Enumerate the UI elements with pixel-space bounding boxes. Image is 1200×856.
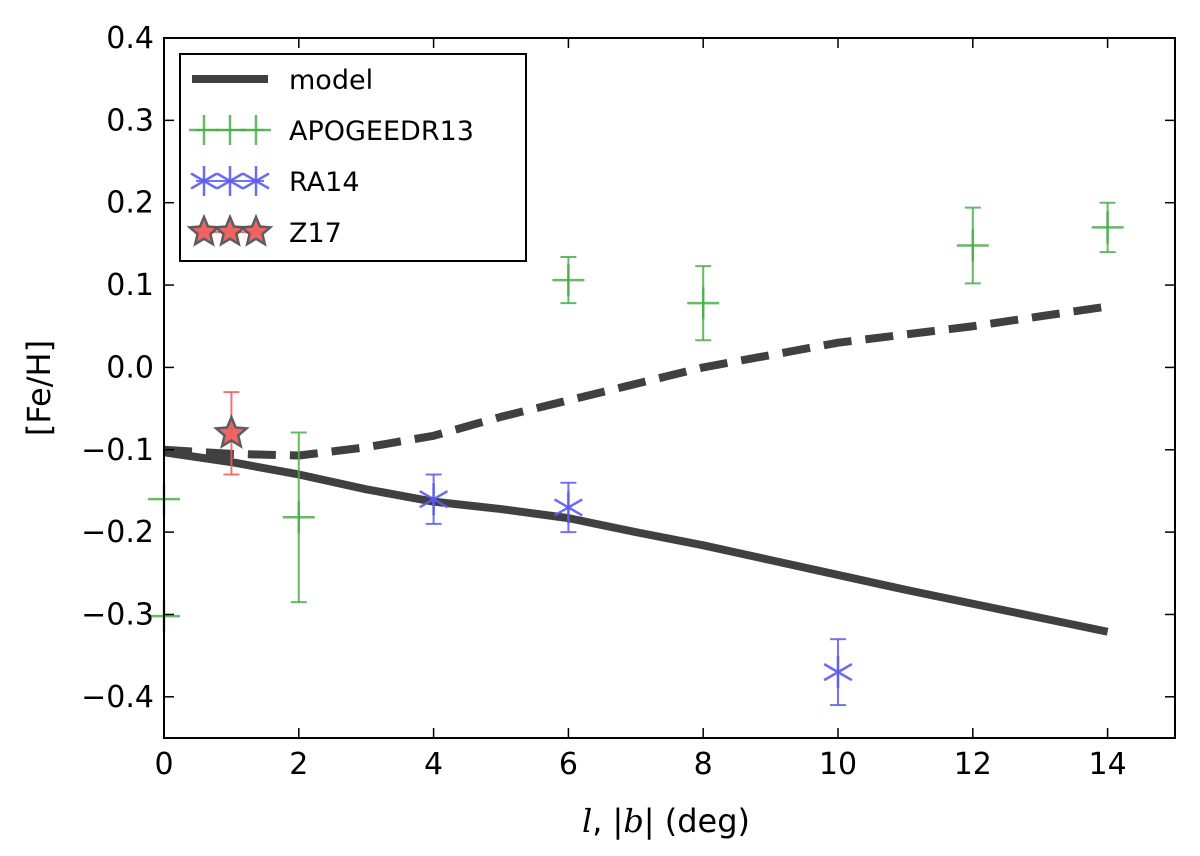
- x-axis-label-mid: , |: [592, 802, 623, 840]
- data-point: [956, 229, 989, 262]
- series-apogeedr13: [148, 201, 1124, 633]
- x-tick-label: 4: [424, 747, 443, 782]
- y-tick-label: −0.1: [81, 433, 154, 468]
- x-axis-label-b: b: [623, 802, 643, 840]
- data-point: [552, 264, 585, 297]
- legend-marker: [189, 115, 219, 145]
- legend-label: APOGEEDR13: [289, 116, 474, 147]
- series-model: [163, 448, 1109, 636]
- legend-marker: [216, 166, 244, 196]
- data-point: [213, 414, 250, 449]
- y-tick-label: −0.3: [81, 597, 154, 632]
- x-tick-label: 0: [154, 747, 173, 782]
- y-tick-label: −0.4: [81, 680, 154, 715]
- data-point: [419, 483, 449, 516]
- data-point: [282, 501, 315, 534]
- legend-entry-model: model: [192, 65, 373, 96]
- legend-marker: [215, 115, 245, 145]
- legend-entries: model APOGEEDR13 RA14 Z17: [186, 65, 474, 249]
- legend-marker: [242, 166, 270, 196]
- y-tick-label: 0.1: [106, 268, 154, 303]
- legend-entry-z17: Z17: [186, 213, 342, 249]
- legend-marker: [190, 166, 218, 196]
- legend-marker: [238, 213, 274, 247]
- legend-entry-apogeedr13: APOGEEDR13: [189, 115, 474, 147]
- ticks-layer: 0 2 4 6 8 10 12 14 −0.4 −0.3 −0.2 −0.1 0.0 0.1 0.2 0.3 0…: [81, 21, 1175, 782]
- legend-marker: [241, 115, 271, 145]
- y-tick-label: −0.2: [81, 515, 154, 550]
- series-z17: [213, 391, 250, 476]
- x-axis-label-suffix: | (deg): [644, 802, 750, 840]
- x-axis-label-l: l: [582, 802, 592, 840]
- data-point: [1091, 211, 1124, 244]
- legend: model APOGEEDR13 RA14 Z17: [179, 53, 527, 262]
- x-tick-label: 14: [1089, 747, 1127, 782]
- y-tick-label: 0.0: [106, 350, 154, 385]
- x-tick-label: 6: [559, 747, 578, 782]
- x-tick-label: 12: [954, 747, 992, 782]
- series-layer: [148, 201, 1124, 707]
- plot-frame: [163, 37, 1176, 739]
- series-dashed-model: [163, 302, 1109, 460]
- y-axis-label: [Fe/H]: [20, 340, 58, 436]
- x-tick-label: 10: [819, 747, 857, 782]
- legend-label: model: [289, 65, 373, 96]
- legend-label: Z17: [289, 218, 342, 249]
- x-tick-label: 2: [289, 747, 308, 782]
- y-tick-label: 0.2: [106, 186, 154, 221]
- data-point: [687, 287, 720, 320]
- data-point: [553, 491, 583, 524]
- x-axis-label: l, |b| (deg): [582, 802, 750, 840]
- model-line: [163, 448, 1109, 636]
- y-tick-label: 0.3: [106, 103, 154, 138]
- series-ra14: [419, 473, 853, 707]
- x-tick-label: 8: [694, 747, 713, 782]
- model-dashed-line: [163, 302, 1109, 460]
- legend-label: RA14: [289, 167, 360, 198]
- legend-entry-ra14: RA14: [190, 166, 360, 198]
- data-point: [823, 656, 853, 689]
- y-tick-label: 0.4: [106, 21, 154, 56]
